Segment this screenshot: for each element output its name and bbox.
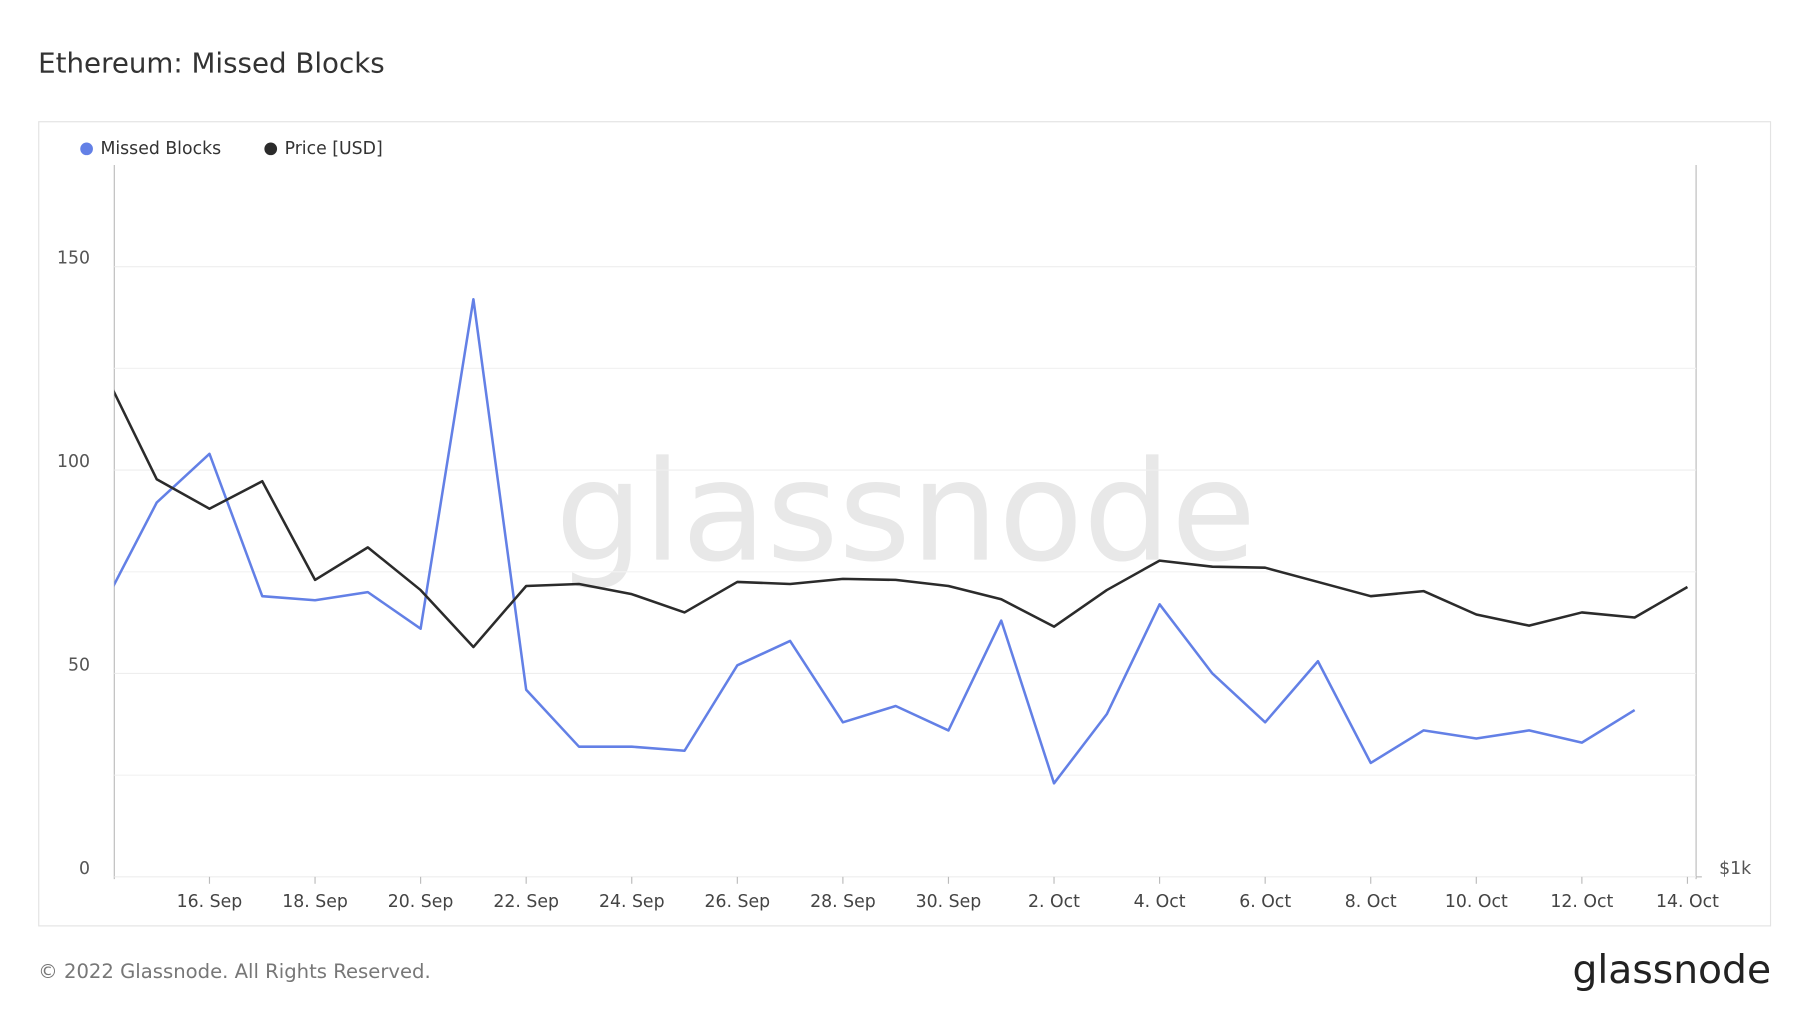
- y2-tick-label: $1k: [1719, 859, 1751, 879]
- legend-label: Price [USD]: [285, 139, 383, 159]
- x-tick-label: 20. Sep: [388, 892, 454, 912]
- y-tick-label: 150: [57, 249, 90, 269]
- x-tick-label: 24. Sep: [599, 892, 665, 912]
- x-tick-label: 10. Oct: [1445, 892, 1508, 912]
- x-tick-label: 16. Sep: [177, 892, 243, 912]
- legend-label: Missed Blocks: [100, 139, 221, 159]
- plot: [114, 297, 1689, 785]
- series-line: [114, 297, 1636, 785]
- grid: [114, 266, 1702, 884]
- x-tick-label: 26. Sep: [705, 892, 771, 912]
- chart-title: Ethereum: Missed Blocks: [38, 47, 385, 80]
- chart-frame: [38, 121, 1772, 927]
- x-tick-label: 22. Sep: [493, 892, 559, 912]
- series-line: [114, 389, 1689, 649]
- y-tick-label: 0: [79, 859, 90, 879]
- x-tick-label: 28. Sep: [810, 892, 876, 912]
- legend-marker: [264, 142, 278, 156]
- watermark: glassnode: [555, 431, 1256, 593]
- x-tick-label: 12. Oct: [1550, 892, 1613, 912]
- x-tick-label: 6. Oct: [1239, 892, 1291, 912]
- logo: glassnode: [1573, 948, 1772, 993]
- legend-marker: [80, 142, 93, 156]
- x-tick-label: 14. Oct: [1656, 892, 1719, 912]
- footer: © 2022 Glassnode. All Rights Reserved.: [38, 960, 431, 983]
- x-tick-label: 2. Oct: [1028, 892, 1080, 912]
- legend: Missed Blocks Price [USD]: [80, 139, 383, 159]
- y-tick-label: 50: [68, 655, 90, 675]
- x-tick-label: 30. Sep: [916, 892, 982, 912]
- x-tick-label: 8. Oct: [1345, 892, 1397, 912]
- x-tick-label: 18. Sep: [282, 892, 348, 912]
- y-tick-label: 100: [57, 452, 90, 472]
- x-tick-label: 4. Oct: [1134, 892, 1186, 912]
